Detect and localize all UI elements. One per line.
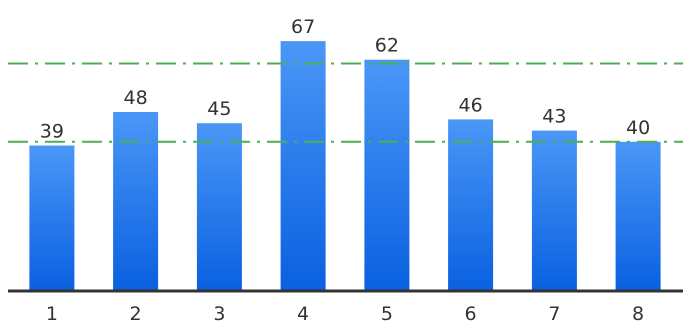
value-label-3: 45 bbox=[207, 98, 231, 120]
x-tick-label-4: 4 bbox=[297, 303, 309, 323]
value-label-4: 67 bbox=[291, 16, 315, 38]
bar-2 bbox=[113, 112, 159, 291]
bar-6 bbox=[448, 119, 494, 292]
value-label-5: 62 bbox=[375, 35, 399, 57]
value-label-2: 48 bbox=[124, 87, 148, 109]
value-label-6: 46 bbox=[459, 94, 483, 116]
x-tick-label-3: 3 bbox=[213, 303, 225, 323]
x-tick-label-6: 6 bbox=[465, 303, 477, 323]
bar-5 bbox=[364, 59, 410, 292]
bar-4 bbox=[280, 41, 326, 291]
x-tick-label-5: 5 bbox=[381, 303, 393, 323]
value-labels-group: 39 48 45 67 62 46 43 40 bbox=[40, 16, 650, 142]
bar-1 bbox=[29, 145, 75, 291]
x-tick-label-8: 8 bbox=[632, 303, 644, 323]
value-label-1: 39 bbox=[40, 121, 64, 143]
x-tick-label-1: 1 bbox=[46, 303, 58, 323]
bars-group bbox=[29, 41, 661, 292]
value-label-8: 40 bbox=[626, 117, 650, 139]
reference-lines-group bbox=[8, 62, 683, 143]
x-tick-label-7: 7 bbox=[548, 303, 560, 323]
bar-3 bbox=[196, 123, 242, 291]
x-tick-labels-group: 1 2 3 4 5 6 7 8 bbox=[46, 303, 644, 323]
x-tick-label-2: 2 bbox=[130, 303, 142, 323]
bar-7 bbox=[531, 130, 577, 291]
bar-8 bbox=[615, 141, 661, 291]
value-label-7: 43 bbox=[542, 106, 566, 128]
